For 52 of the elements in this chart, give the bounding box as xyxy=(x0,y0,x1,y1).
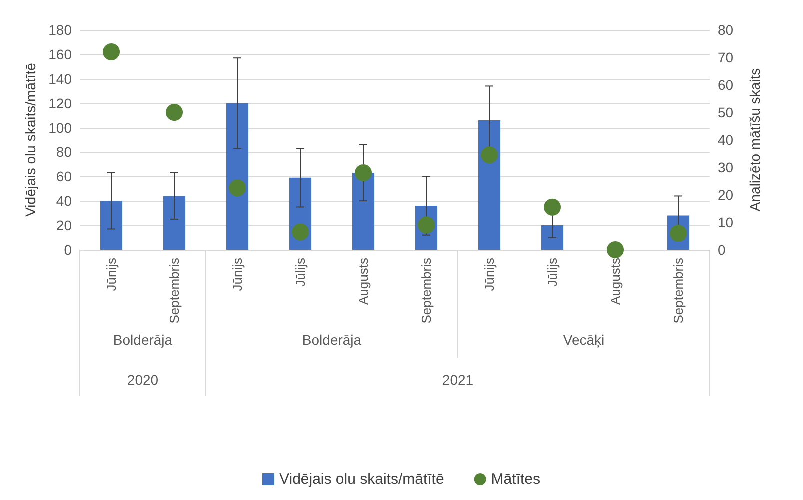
x-tick-label: Jūlijs xyxy=(545,258,560,287)
point xyxy=(292,224,309,241)
y2-tick-label: 0 xyxy=(718,242,726,258)
text: Bolderāja xyxy=(302,332,362,348)
y2-axis-title: Analizēto mātīšu skaits xyxy=(747,68,763,212)
x-tick-label: Septembris xyxy=(419,258,434,324)
bar xyxy=(478,120,501,250)
y-axis-title: Vidējais olu skaits/mātītē xyxy=(22,62,39,217)
y-tick-label: 120 xyxy=(48,95,72,112)
bar xyxy=(163,196,186,250)
y-tick-label: 40 xyxy=(56,193,72,210)
x-tick-label: Augusts xyxy=(356,258,371,305)
point xyxy=(544,198,561,216)
y2-tick-label: 50 xyxy=(718,104,734,120)
legend-label: Mātītes xyxy=(491,471,540,488)
point xyxy=(103,44,120,60)
y2-tick-label: 40 xyxy=(718,132,734,148)
bar xyxy=(541,226,564,250)
y2-tick-label: 30 xyxy=(718,160,734,176)
point xyxy=(607,242,624,258)
y-tick-label: 80 xyxy=(56,144,72,160)
point xyxy=(229,180,246,197)
x-tick-label: Septembris xyxy=(167,258,182,324)
text: 2021 xyxy=(442,372,474,388)
y-tick-label: 140 xyxy=(48,70,72,87)
y2-tick-label: 80 xyxy=(718,22,734,38)
x-tick-label: Jūnijs xyxy=(482,258,497,292)
y-tick-label: 20 xyxy=(56,218,72,234)
legend-label: Vidējais olu skaits/mātītē xyxy=(280,471,444,488)
bar xyxy=(100,201,123,250)
x-tick-label: Augusts xyxy=(608,258,623,305)
x-tick-label: Jūlijs xyxy=(293,258,308,287)
y2-tick-label: 60 xyxy=(718,77,734,93)
x-tick-label: Septembris xyxy=(671,258,686,324)
y-tick-label: 100 xyxy=(48,120,72,136)
bar xyxy=(352,173,375,250)
y-tick-label: 180 xyxy=(48,22,72,38)
y2-tick-label: 20 xyxy=(718,187,734,203)
text: Bolderāja xyxy=(113,332,173,348)
x-tick-label: Jūnijs xyxy=(230,258,245,292)
text: Vecāķi xyxy=(563,332,605,348)
y2-tick-label: 70 xyxy=(718,50,734,66)
point xyxy=(166,104,183,121)
y-tick-label: 0 xyxy=(64,242,72,258)
y-tick-label: 60 xyxy=(56,168,72,185)
y2-tick-label: 10 xyxy=(718,214,734,230)
point xyxy=(481,146,498,164)
y-tick-label: 160 xyxy=(48,46,72,62)
text: 2020 xyxy=(127,372,159,388)
x-tick-label: Jūnijs xyxy=(104,258,119,292)
point xyxy=(355,164,372,182)
bar xyxy=(226,103,249,250)
